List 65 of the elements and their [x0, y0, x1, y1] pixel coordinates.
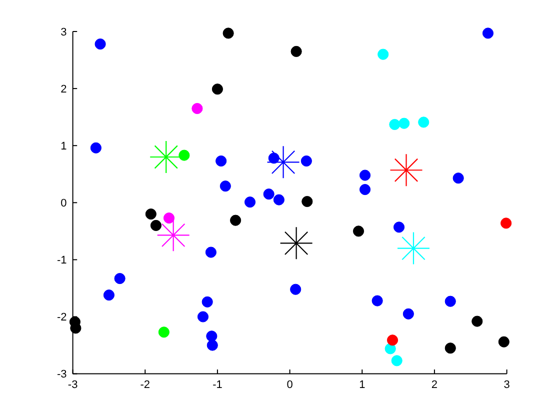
- point: [290, 46, 302, 58]
- point: [216, 155, 227, 167]
- point: [145, 208, 156, 220]
- point: [163, 212, 175, 224]
- point: [378, 48, 389, 60]
- x-tick-label: 2: [431, 378, 438, 391]
- point: [158, 326, 170, 338]
- point: [372, 295, 383, 306]
- point: [220, 180, 231, 192]
- point: [397, 232, 430, 264]
- y-tick-label: 1: [60, 140, 67, 152]
- point: [244, 196, 256, 208]
- point: [205, 246, 217, 258]
- point: [157, 219, 190, 252]
- point: [103, 290, 115, 301]
- point: [302, 196, 313, 208]
- x-tick-label: -2: [140, 378, 150, 391]
- point: [178, 150, 190, 161]
- point: [452, 172, 464, 184]
- point: [389, 118, 400, 130]
- point: [230, 214, 242, 226]
- point: [267, 146, 300, 178]
- x-tick-label: 0: [286, 378, 293, 391]
- point: [390, 154, 422, 186]
- point: [391, 355, 402, 366]
- point: [500, 218, 512, 229]
- point: [444, 296, 456, 307]
- point: [202, 296, 213, 308]
- point: [444, 342, 456, 354]
- point: [206, 330, 218, 342]
- point: [150, 220, 162, 232]
- point: [90, 142, 102, 154]
- point: [472, 316, 483, 327]
- point: [192, 102, 203, 114]
- x-tick-label: 3: [504, 378, 510, 391]
- point: [94, 38, 106, 50]
- point: [290, 284, 302, 295]
- point: [280, 227, 312, 260]
- point: [273, 194, 284, 206]
- point: [114, 272, 126, 284]
- y-tick-label: 2: [60, 83, 67, 96]
- point: [263, 188, 274, 200]
- point: [402, 308, 414, 320]
- y-tick-label: -3: [57, 368, 67, 381]
- x-tick-label: -1: [212, 378, 222, 391]
- point: [482, 28, 494, 39]
- point: [393, 222, 405, 233]
- point: [212, 84, 224, 95]
- point: [359, 170, 371, 181]
- y-tick-label: 3: [60, 26, 67, 38]
- y-tick-label: -1: [57, 254, 67, 267]
- point: [206, 340, 218, 351]
- point: [359, 184, 371, 196]
- point: [222, 28, 234, 39]
- point: [418, 116, 430, 128]
- point: [197, 311, 209, 322]
- y-tick-label: -2: [57, 312, 67, 324]
- x-tick-label: 1: [359, 378, 366, 391]
- point: [352, 226, 364, 237]
- point: [386, 334, 398, 346]
- point: [498, 336, 510, 348]
- point: [384, 343, 396, 354]
- y-tick-label: 0: [60, 198, 67, 210]
- point: [398, 118, 410, 129]
- point: [300, 155, 312, 167]
